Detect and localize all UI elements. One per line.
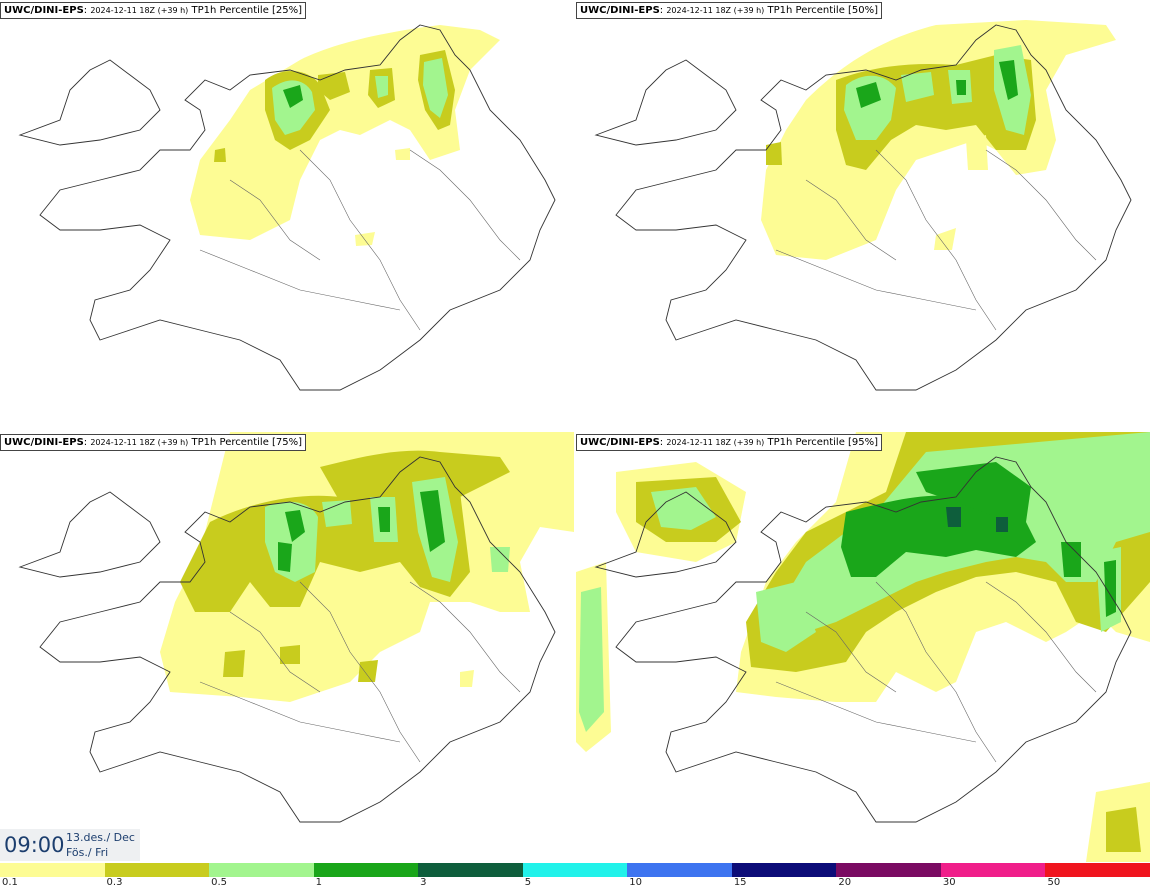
iceland-coastline-p95 [594,456,1132,823]
precip-fill-p50 [761,20,1116,260]
precip-colorbar [0,863,1150,877]
panel-title-p75: UWC/DINI-EPS: 2024-12-11 18Z (+39 h) TP1… [0,434,307,451]
colorbar-tick-label: 10 [629,877,642,888]
map-panel-p25: UWC/DINI-EPS: 2024-12-11 18Z (+39 h) TP1… [0,0,574,430]
colorbar-segment [731,863,837,877]
colorbar-tick-label: 50 [1047,877,1061,888]
iceland-coastline-p75 [18,456,556,823]
map-panel-p50: UWC/DINI-EPS: 2024-12-11 18Z (+39 h) TP1… [576,0,1150,430]
colorbar-segment [836,863,941,877]
precip-fill-p25 [190,25,500,246]
colorbar-segment [313,863,419,877]
panel-title-p95: UWC/DINI-EPS: 2024-12-11 18Z (+39 h) TP1… [576,434,883,451]
map-panel-p95: UWC/DINI-EPS: 2024-12-11 18Z (+39 h) TP1… [576,432,1150,862]
precip-map-p95 [576,432,1150,862]
model-name: UWC/DINI-EPS [4,437,84,448]
valid-time-clock: 09:00 [4,833,65,857]
colorbar-tick-label: 1 [315,877,322,888]
colorbar-segment [1045,863,1150,877]
valid-date: 13.des./ Dec [66,831,135,844]
precip-map-p25 [18,24,556,391]
field-name: TP1h Percentile [95%] [767,437,879,448]
precip-map-p75 [18,432,574,823]
colorbar-tick-label: 3 [420,877,427,888]
run-info: 2024-12-11 18Z (+39 h) [90,6,189,15]
colorbar-segment [627,863,732,877]
colorbar-tick-label: 20 [838,877,852,888]
colorbar-ticks: 0.1 0.3 0.5 1 3 5 10 15 20 30 50 [0,877,1150,891]
colorbar-segment [104,863,210,877]
colorbar-segment [0,863,105,877]
valid-weekday: Fös./ Fri [66,846,109,859]
colorbar-tick-label: 5 [524,877,532,888]
colorbar-tick-label: 0.1 [2,877,18,888]
colorbar-tick-label: 30 [942,877,956,888]
run-info: 2024-12-11 18Z (+39 h) [90,438,189,447]
iceland-coastline-p50 [594,24,1132,391]
field-name: TP1h Percentile [75%] [191,437,303,448]
model-name: UWC/DINI-EPS [4,5,84,16]
field-name: TP1h Percentile [50%] [767,5,879,16]
colorbar-segment [418,863,523,877]
model-name: UWC/DINI-EPS [580,437,660,448]
colorbar-tick-label: 0.5 [211,877,227,888]
run-info: 2024-12-11 18Z (+39 h) [666,6,765,15]
colorbar-segment [940,863,1046,877]
model-name: UWC/DINI-EPS [580,5,660,16]
colorbar-tick-label: 15 [733,877,747,888]
panel-title-p25: UWC/DINI-EPS: 2024-12-11 18Z (+39 h) TP1… [0,2,307,19]
run-info: 2024-12-11 18Z (+39 h) [666,438,765,447]
iceland-coastline-p25 [18,24,556,391]
precip-fill-p75 [160,432,574,702]
precip-map-p50 [594,20,1132,391]
map-panel-p75: UWC/DINI-EPS: 2024-12-11 18Z (+39 h) TP1… [0,432,574,862]
precip-fill-p95 [576,432,1150,862]
field-name: TP1h Percentile [25%] [191,5,303,16]
colorbar-segment [522,863,628,877]
valid-time-box: 09:00 13.des./ Dec Fös./ Fri [0,829,140,861]
colorbar-segment [209,863,314,877]
colorbar-tick-label: 0.3 [106,877,123,888]
panel-title-p50: UWC/DINI-EPS: 2024-12-11 18Z (+39 h) TP1… [576,2,883,19]
